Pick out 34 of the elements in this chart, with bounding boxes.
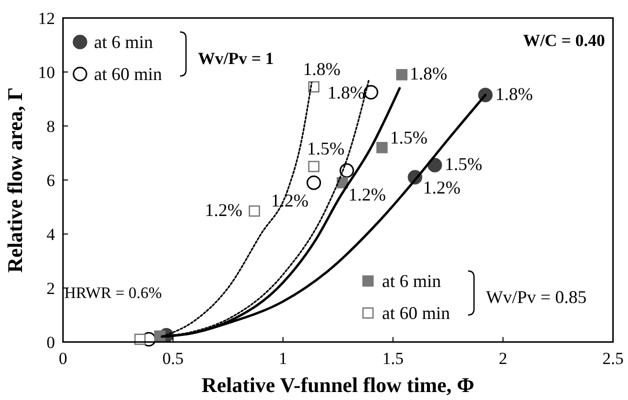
x-tick-label: 2.5 [602,349,624,368]
x-axis-title: Relative V-funnel flow time, Φ [202,373,474,397]
annotation: 1.8% [303,58,341,79]
annotation: 1.8% [328,82,365,102]
annotation: 1.2% [204,200,242,220]
x-tick-label: 1 [278,349,288,368]
x-tick-label: 1.5 [382,349,404,368]
annotation: 1.8% [410,64,448,84]
annotation: 1.5% [390,128,428,148]
annotation: HRWR = 0.6% [64,285,162,302]
annotation: 1.2% [423,177,460,198]
legend-label: at 60 min [382,303,450,323]
annotation: Wv/Pv = 0.85 [486,287,587,307]
y-tick-label: 0 [46,333,55,352]
y-axis-title: Relative flow area, Γ [3,87,27,273]
annotation: 1.5% [307,138,345,158]
x-tick-label: 0.5 [162,349,184,368]
y-tick-label: 4 [46,225,56,244]
annotation: 1.5% [444,154,482,174]
annotation: 1.2% [271,190,309,211]
y-tick-label: 8 [46,117,55,136]
annotation: 1.8% [495,84,533,104]
x-tick-label: 2 [498,349,508,368]
y-tick-label: 12 [38,9,55,28]
legend-label: at 6 min [94,32,153,52]
annotation: 1.2% [348,184,386,205]
annotation: W/C = 0.40 [523,31,605,50]
y-tick-label: 2 [46,279,55,298]
y-tick-label: 10 [38,63,55,82]
legend-label: at 60 min [94,64,162,84]
y-tick-label: 6 [46,171,55,190]
legend-label: at 6 min [382,271,441,291]
annotation: Wv/Pv = 1 [198,49,274,68]
x-tick-label: 0 [58,349,68,368]
